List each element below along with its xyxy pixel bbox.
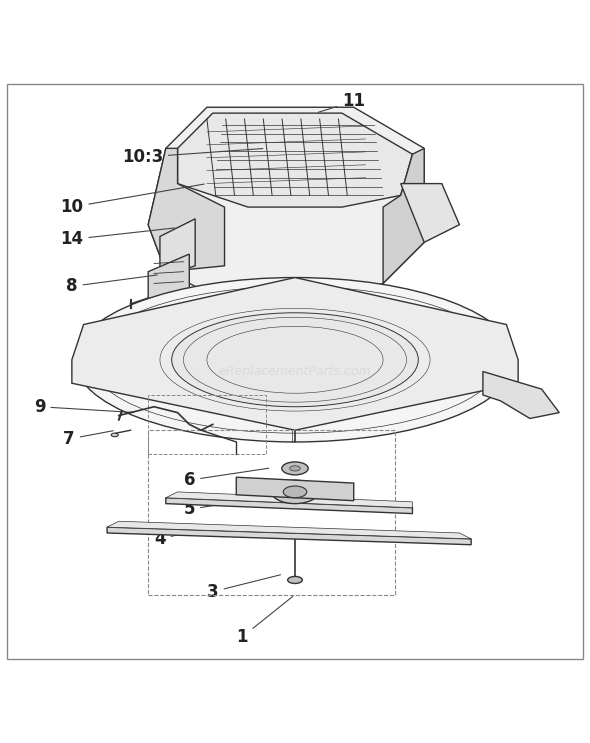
Polygon shape [166, 492, 412, 507]
Ellipse shape [172, 313, 418, 406]
Ellipse shape [271, 480, 319, 504]
Polygon shape [148, 107, 424, 301]
Polygon shape [178, 113, 412, 207]
Text: 1: 1 [237, 597, 293, 646]
Text: eReplacementParts.com: eReplacementParts.com [219, 365, 371, 378]
Ellipse shape [242, 340, 348, 380]
Text: 8: 8 [66, 275, 157, 296]
Ellipse shape [283, 486, 307, 498]
Text: 4: 4 [154, 528, 210, 548]
Polygon shape [160, 219, 195, 278]
Text: 10:3: 10:3 [122, 148, 263, 166]
Bar [148, 430, 395, 594]
Ellipse shape [290, 466, 300, 471]
Polygon shape [107, 527, 471, 545]
Polygon shape [483, 372, 559, 418]
Ellipse shape [288, 577, 302, 583]
Polygon shape [383, 149, 424, 283]
Polygon shape [148, 254, 189, 307]
Polygon shape [401, 184, 460, 242]
Text: 11: 11 [318, 92, 365, 112]
Polygon shape [72, 278, 518, 430]
Text: 7: 7 [63, 430, 113, 448]
Ellipse shape [282, 462, 308, 475]
Text: 14: 14 [60, 228, 175, 248]
Text: 6: 6 [183, 468, 269, 489]
Bar [148, 395, 266, 454]
Ellipse shape [75, 278, 515, 442]
Polygon shape [236, 477, 354, 501]
Ellipse shape [111, 433, 118, 437]
Text: 3: 3 [207, 575, 281, 600]
Text: 10: 10 [60, 184, 204, 216]
Polygon shape [107, 522, 471, 539]
Polygon shape [148, 149, 225, 272]
Text: 9: 9 [34, 398, 134, 416]
Text: 5: 5 [183, 499, 257, 519]
Polygon shape [166, 498, 412, 513]
